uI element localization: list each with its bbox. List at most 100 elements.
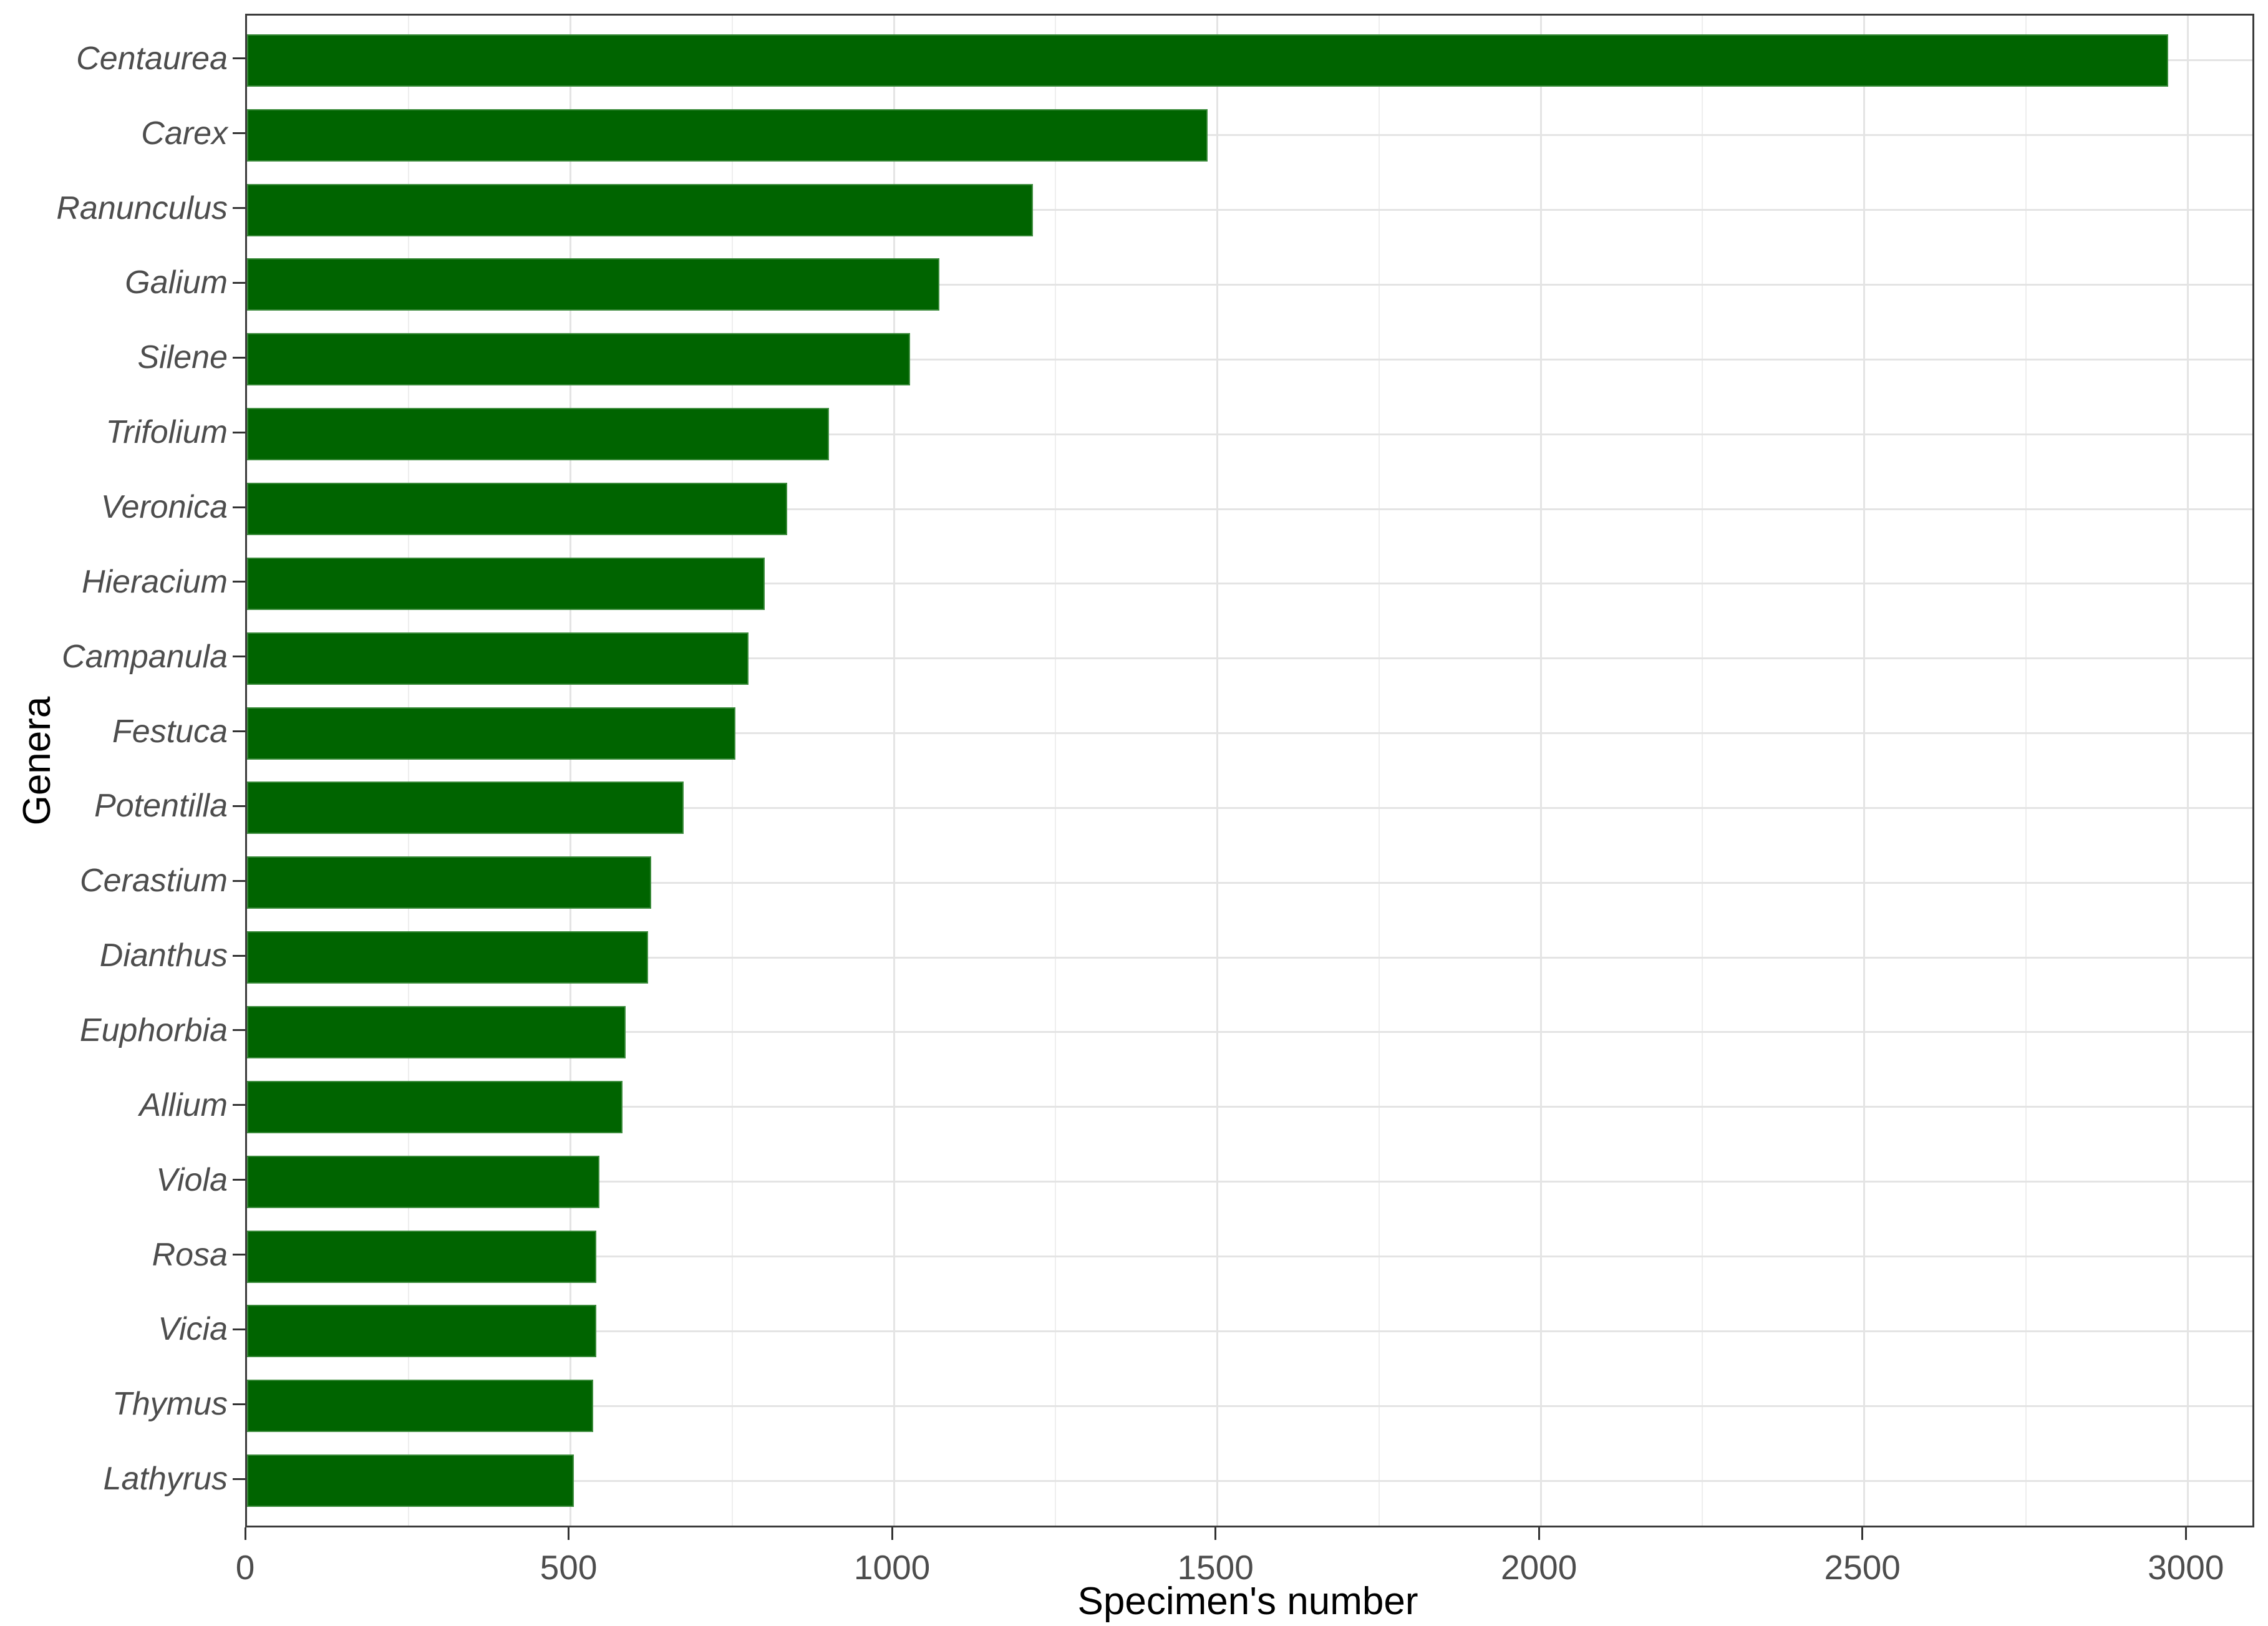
gridline-major-y-9: [247, 732, 2252, 735]
y-tick-12: [233, 954, 245, 957]
y-tick-label-lathyrus: Lathyrus: [103, 1461, 228, 1498]
gridline-major-x-1000: [893, 16, 895, 1526]
gridline-major-y-10: [247, 806, 2252, 809]
y-tick-5: [233, 431, 245, 433]
bar-silene: [247, 333, 911, 386]
bar-galium: [247, 258, 939, 311]
y-tick-label-campanula: Campanula: [62, 638, 228, 675]
y-tick-18: [233, 1403, 245, 1405]
gridline-major-y-19: [247, 1479, 2252, 1482]
gridline-major-y-14: [247, 1106, 2252, 1108]
y-tick-label-allium: Allium: [139, 1086, 228, 1123]
x-axis-title: Specimen's number: [1077, 1580, 1418, 1623]
y-tick-label-trifolium: Trifolium: [105, 414, 228, 451]
y-tick-1: [233, 132, 245, 135]
x-tick-0: [244, 1527, 246, 1540]
gridline-major-y-5: [247, 433, 2252, 435]
y-tick-label-vicia: Vicia: [158, 1311, 228, 1348]
gridline-major-x-2000: [1539, 16, 1542, 1526]
bar-campanula: [247, 632, 749, 685]
y-tick-label-cerastium: Cerastium: [80, 863, 228, 899]
bar-cerastium: [247, 856, 652, 909]
y-tick-19: [233, 1478, 245, 1480]
x-tick-label-1000: 1000: [853, 1548, 931, 1587]
gridline-major-x-500: [569, 16, 572, 1526]
y-tick-14: [233, 1104, 245, 1106]
x-tick-label-1500: 1500: [1177, 1548, 1254, 1587]
y-tick-label-silene: Silene: [137, 339, 228, 376]
bar-lathyrus: [247, 1454, 574, 1507]
x-tick-label-2000: 2000: [1501, 1548, 1577, 1587]
bar-vicia: [247, 1305, 597, 1358]
y-tick-label-euphorbia: Euphorbia: [79, 1012, 228, 1048]
y-tick-17: [233, 1328, 245, 1330]
gridline-major-y-3: [247, 283, 2252, 286]
gridline-major-y-16: [247, 1256, 2252, 1258]
gridline-major-y-4: [247, 358, 2252, 361]
gridline-major-y-7: [247, 583, 2252, 585]
y-tick-label-hieracium: Hieracium: [81, 563, 228, 600]
y-tick-label-ranunculus: Ranunculus: [56, 190, 228, 226]
x-tick-1500: [1214, 1527, 1217, 1540]
gridline-major-y-15: [247, 1181, 2252, 1183]
bar-thymus: [247, 1380, 593, 1433]
x-tick-500: [568, 1527, 570, 1540]
bar-centaurea: [247, 34, 2169, 87]
bar-carex: [247, 109, 1208, 162]
y-tick-label-potentilla: Potentilla: [94, 788, 228, 825]
gridline-major-y-8: [247, 657, 2252, 660]
y-tick-10: [233, 805, 245, 807]
y-tick-3: [233, 281, 245, 284]
y-tick-label-viola: Viola: [156, 1161, 228, 1198]
gridline-major-y-1: [247, 134, 2252, 137]
x-tick-label-2500: 2500: [1824, 1548, 1901, 1587]
y-tick-7: [233, 581, 245, 583]
bar-euphorbia: [247, 1005, 626, 1058]
plot-panel: [245, 14, 2254, 1527]
bar-trifolium: [247, 408, 830, 461]
y-tick-11: [233, 879, 245, 882]
bar-allium: [247, 1080, 623, 1133]
y-tick-label-centaurea: Centaurea: [76, 40, 228, 77]
y-tick-9: [233, 730, 245, 733]
y-tick-8: [233, 656, 245, 658]
y-tick-6: [233, 506, 245, 508]
bar-festuca: [247, 707, 735, 760]
y-tick-label-dianthus: Dianthus: [99, 937, 228, 974]
y-tick-4: [233, 356, 245, 359]
x-tick-2000: [1538, 1527, 1540, 1540]
y-tick-15: [233, 1179, 245, 1181]
y-tick-label-thymus: Thymus: [112, 1386, 228, 1423]
bar-ranunculus: [247, 183, 1034, 236]
x-tick-3000: [2184, 1527, 2187, 1540]
bars-layer: [247, 16, 2252, 1526]
y-tick-2: [233, 207, 245, 210]
x-tick-2500: [1861, 1527, 1864, 1540]
gridline-major-y-2: [247, 209, 2252, 211]
y-tick-label-festuca: Festuca: [112, 713, 228, 750]
gridline-major-x-3000: [2186, 16, 2189, 1526]
gridline-major-x-1500: [1216, 16, 1219, 1526]
gridline-major-y-18: [247, 1405, 2252, 1407]
x-tick-label-3000: 3000: [2148, 1548, 2224, 1587]
y-tick-13: [233, 1029, 245, 1032]
y-tick-label-galium: Galium: [125, 264, 228, 301]
bar-hieracium: [247, 557, 765, 610]
y-tick-16: [233, 1254, 245, 1256]
y-tick-0: [233, 57, 245, 60]
bar-veronica: [247, 483, 787, 536]
y-axis-title: Genera: [16, 696, 59, 826]
gridline-major-y-6: [247, 508, 2252, 510]
gridline-minor-x-250: [408, 16, 410, 1526]
gridline-minor-x-1750: [1378, 16, 1380, 1526]
gridline-major-y-11: [247, 881, 2252, 884]
gridline-minor-x-2750: [2025, 16, 2027, 1526]
x-tick-1000: [891, 1527, 893, 1540]
gridline-minor-x-2250: [1702, 16, 1703, 1526]
gridline-major-x-2500: [1863, 16, 1866, 1526]
gridline-minor-x-750: [731, 16, 733, 1526]
y-tick-label-rosa: Rosa: [152, 1236, 228, 1273]
y-tick-label-carex: Carex: [141, 115, 228, 152]
bar-viola: [247, 1155, 600, 1208]
